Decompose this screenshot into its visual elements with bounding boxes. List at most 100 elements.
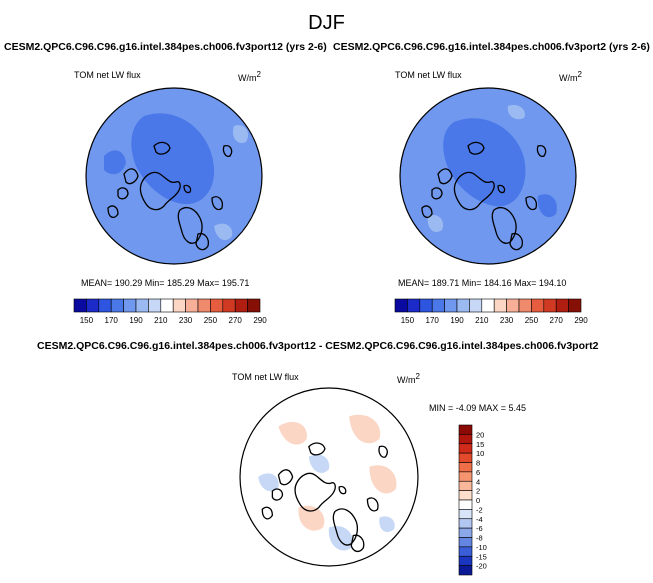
panel-2-colorbar-swatch [394, 298, 408, 313]
panel-2-map-coastline [421, 205, 433, 219]
diff-panel-colorbar-swatch [458, 443, 473, 454]
diff-panel-colorbar-swatch [458, 452, 473, 463]
diff-panel-map-field-region [369, 465, 397, 494]
panel-2-colorbar-swatch [456, 298, 470, 313]
panel-2-map-coastline [497, 184, 506, 194]
panel-1-map-coastline [183, 184, 192, 194]
diff-panel-colorbar-tick-label: 6 [476, 468, 480, 477]
panel-2-colorbar-swatch [481, 298, 495, 313]
panel-1-units: W/m2 [238, 70, 261, 83]
panel-1-map-coastline [222, 144, 233, 158]
panel-2-colorbar-swatch [407, 298, 421, 313]
panel-1-map-coastline [195, 232, 210, 251]
panel-1-map-field-region [104, 150, 126, 175]
panel-2-map-field-region [427, 214, 444, 233]
diff-panel-stats: MIN = -4.09 MAX = 5.45 [429, 403, 527, 413]
diff-panel-map-field-region [308, 454, 330, 473]
panel-2-colorbar-tick-label: 230 [500, 316, 514, 325]
diff-panel-colorbar-tick-label: 4 [476, 477, 480, 486]
diff-panel-colorbar-tick-label: 8 [476, 459, 480, 468]
panel-2-map-coastline [453, 171, 495, 211]
diff-panel-colorbar-swatch [458, 518, 473, 529]
diff-panel-colorbar-tick-label: -10 [476, 543, 487, 552]
panel-1-map-coastline [139, 171, 181, 211]
panel-1-colorbar-swatch [172, 298, 186, 313]
panel-2-colorbar-swatch [543, 298, 557, 313]
diff-panel-map-coastline [294, 472, 336, 512]
panel-2-map-coastline [509, 232, 524, 251]
panel-2-colorbar-tick-label: 150 [401, 316, 415, 325]
panel-1-polar-map [85, 87, 263, 265]
panel-1-colorbar-tick-label: 170 [105, 316, 119, 325]
diff-panel-map-coastline [350, 534, 365, 553]
page-title: DJF [308, 12, 345, 34]
diff-panel-colorbar-tick-label: -8 [476, 534, 483, 543]
panel-2-colorbar-swatch [531, 298, 545, 313]
diff-panel-colorbar-tick-label: -4 [476, 515, 483, 524]
panel-2-colorbar-swatch [518, 298, 532, 313]
diff-panel-colorbar-tick-label: -2 [476, 505, 483, 514]
panel-1-colorbar-swatch [160, 298, 174, 313]
diff-panel-polar-map [239, 387, 419, 567]
panel-1-map-field-region [232, 125, 249, 144]
panel-2-colorbar-swatch [444, 298, 458, 313]
panel-1-colorbar-swatch [86, 298, 100, 313]
panel-1-colorbar-swatch [234, 298, 248, 313]
diff-panel-colorbar-swatch [458, 499, 473, 510]
diff-panel-colorbar-swatch [458, 537, 473, 548]
diff-panel-colorbar-swatch [458, 555, 473, 566]
diff-panel-map-coastline [378, 445, 388, 458]
panel-1-colorbar-tick-label: 250 [204, 316, 218, 325]
diff-panel-colorbar-swatch [458, 565, 473, 576]
diff-panel-colorbar-swatch [458, 509, 473, 520]
panel-2-map-coastlines [421, 141, 547, 251]
diff-panel-map-field-region [278, 421, 307, 445]
diff-panel-colorbar-swatch [458, 424, 473, 435]
panel-2-colorbar-tick-label: 190 [450, 316, 464, 325]
diff-panel-units: W/m2 [397, 372, 420, 385]
diff-panel-map-coastline [308, 442, 326, 456]
diff-panel-map-coastline [271, 488, 284, 501]
diff-panel-map-field-region [379, 516, 395, 532]
diff-panel-title: CESM2.QPC6.C96.C96.g16.intel.384pes.ch00… [37, 340, 599, 352]
panel-2-map-coastline [437, 168, 453, 185]
panel-1-colorbar-swatch [135, 298, 149, 313]
panel-2-colorbar-swatch [555, 298, 569, 313]
panel-1-colorbar-swatch [185, 298, 199, 313]
panel-1-colorbar-swatch [73, 298, 87, 313]
panel-1-colorbar-tick-label: 230 [179, 316, 193, 325]
panel-2-colorbar-tick-label: 290 [574, 316, 588, 325]
panel-2-map-coastline [467, 141, 485, 155]
panel-1-map-coastlines [107, 141, 233, 251]
panel-1-map-coastline [123, 168, 139, 185]
panel-2-map-coastline [431, 187, 443, 200]
diff-panel-colorbar-tick-label: -15 [476, 552, 487, 561]
diff-panel-colorbar-tick-label: 15 [476, 440, 484, 449]
panel-1-colorbar-swatch [123, 298, 137, 313]
panel-1-colorbar-swatch [110, 298, 124, 313]
panel-1-map-coastline [107, 205, 119, 219]
panel-2-colorbar-swatch [419, 298, 433, 313]
diff-panel-colorbar-tick-label: 0 [476, 496, 480, 505]
panel-2-colorbar-swatch [493, 298, 507, 313]
panel-2-map-field-region [443, 118, 526, 207]
panel-1-stats: MEAN= 190.29 Min= 185.29 Max= 195.71 [81, 278, 250, 288]
panel-1-colorbar-tick-label: 210 [154, 316, 168, 325]
panel-1-map-coastline [211, 196, 224, 211]
diff-panel-map-coastline [261, 506, 274, 520]
diff-panel-colorbar-tick-label: -6 [476, 524, 483, 533]
panel-2-colorbar-tick-label: 270 [550, 316, 564, 325]
panel-1-colorbar-tick-label: 270 [229, 316, 243, 325]
panel-2-map-field-region [507, 104, 525, 120]
panel-2-case-title: CESM2.QPC6.C96.C96.g16.intel.384pes.ch00… [333, 41, 650, 53]
diff-panel-colorbar-swatch [458, 471, 473, 482]
diff-panel-colorbar-tick-label: -20 [476, 562, 487, 571]
diff-panel-map-coastlines [261, 442, 388, 553]
panel-1-colorbar-swatch [98, 298, 112, 313]
panel-1-map-field-region [131, 113, 215, 205]
diff-panel-colorbar-swatch [458, 490, 473, 501]
panel-2-units: W/m2 [559, 70, 582, 83]
diff-panel-variable-label: TOM net LW flux [232, 372, 299, 382]
panel-2-colorbar-swatch [469, 298, 483, 313]
panel-2-colorbar-tick-label: 170 [426, 316, 440, 325]
